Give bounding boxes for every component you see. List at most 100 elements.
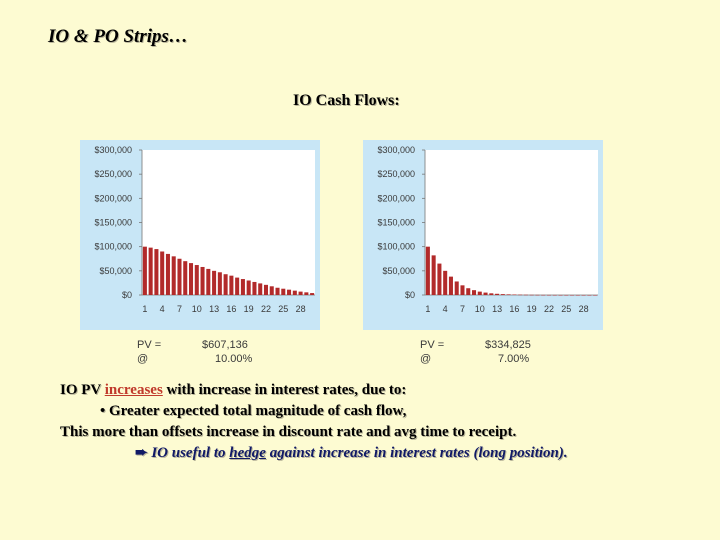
slide-title: IO & PO Strips…: [48, 26, 188, 47]
bar: [240, 279, 245, 295]
bar: [148, 247, 153, 295]
rate-value: 7.00%: [498, 353, 530, 365]
x-tick-label: 10: [192, 304, 202, 314]
plot-area: [142, 150, 315, 295]
bar: [275, 287, 280, 295]
chart-panel-1: $300,000 $250,000 $200,000 $150,000 $100,000…: [80, 140, 320, 330]
bar: [541, 294, 546, 296]
bar: [483, 292, 488, 295]
bar: [443, 270, 448, 295]
x-tick-label: 22: [544, 304, 554, 314]
y-tick-label: $50,000: [382, 266, 415, 276]
chart-heading: IO Cash Flows:: [293, 92, 400, 109]
x-tick-label: 16: [226, 304, 236, 314]
bar: [546, 294, 552, 296]
bar: [448, 276, 453, 295]
bar: [518, 294, 523, 296]
x-tick-label: 4: [160, 304, 165, 314]
pv-block-2: PV = $334,825 @ 7.00%: [420, 338, 560, 366]
x-tick-label: 28: [296, 304, 306, 314]
bar: [142, 246, 147, 295]
bar: [500, 294, 505, 295]
bar: [581, 294, 586, 296]
text-line-4-pre: IO useful to: [147, 445, 230, 461]
bar: [593, 294, 598, 296]
io-cashflow-chart-7pct: $300,000 $250,000 $200,000 $150,000 $100,000…: [377, 145, 598, 314]
pv-block-1: PV = $607,136 @ 10.00%: [137, 338, 277, 366]
bar: [489, 293, 494, 295]
bar: [535, 294, 540, 296]
bar: [171, 256, 176, 295]
x-tick-label: 1: [425, 304, 430, 314]
pv-value: $607,136: [202, 339, 248, 351]
bar: [165, 253, 170, 295]
bar: [575, 294, 580, 296]
bar: [217, 272, 222, 295]
x-tick-label: 13: [492, 304, 502, 314]
bar: [477, 291, 482, 295]
bar: [552, 294, 557, 296]
text-line-4-post: against increase in interest rates (long…: [265, 445, 568, 461]
bar: [310, 293, 315, 295]
y-tick-label: $300,000: [94, 145, 132, 155]
pv-label: PV =: [420, 339, 445, 351]
bar: [558, 294, 563, 296]
hedge-highlight: hedge: [229, 445, 266, 461]
x-tick-label: 4: [443, 304, 448, 314]
bar: [506, 294, 511, 295]
bar: [212, 270, 217, 295]
x-tick-label: 25: [561, 304, 571, 314]
bar: [200, 266, 205, 295]
bar: [431, 255, 436, 295]
bar: [246, 280, 251, 295]
x-tick-label: 22: [261, 304, 271, 314]
bar: [194, 265, 199, 295]
y-tick-label: $150,000: [94, 218, 132, 228]
bar: [263, 284, 269, 295]
increases-highlight: increases: [104, 382, 163, 398]
bar: [437, 263, 442, 295]
bar: [304, 292, 309, 295]
plot-area: [425, 150, 598, 295]
bar: [177, 258, 182, 295]
bar: [570, 294, 575, 296]
bar: [292, 290, 297, 295]
rate-label: @: [137, 353, 149, 365]
pv-label: PV =: [137, 339, 162, 351]
y-tick-label: $0: [405, 290, 415, 300]
x-tick-label: 1: [142, 304, 147, 314]
x-tick-label: 7: [177, 304, 182, 314]
x-tick-label: 10: [475, 304, 485, 314]
x-tick-label: 28: [579, 304, 589, 314]
bar: [252, 281, 257, 295]
y-tick-label: $150,000: [377, 218, 415, 228]
text-line-1: IO PV increases with increase in interes…: [60, 380, 710, 401]
bar: [160, 251, 165, 295]
x-tick-label: 7: [460, 304, 465, 314]
bar: [564, 294, 569, 296]
bar: [425, 246, 430, 295]
bar: [258, 283, 263, 295]
y-tick-label: $0: [122, 290, 132, 300]
text-line-2: • Greater expected total magnitude of ca…: [100, 403, 407, 419]
io-cashflow-chart-10pct: $300,000 $250,000 $200,000 $150,000 $100,000…: [94, 145, 315, 314]
bar: [235, 277, 240, 295]
bar: [281, 288, 286, 295]
bar: [287, 289, 292, 295]
y-tick-label: $50,000: [99, 266, 132, 276]
bar: [206, 268, 211, 295]
bar: [529, 294, 534, 296]
y-tick-label: $250,000: [94, 169, 132, 179]
bar: [460, 285, 465, 295]
bar: [298, 291, 303, 295]
text-line-3: This more than offsets increase in disco…: [60, 424, 517, 440]
y-tick-label: $250,000: [377, 169, 415, 179]
x-tick-label: 16: [509, 304, 519, 314]
bar: [223, 274, 228, 295]
bar: [183, 261, 188, 295]
pv-value: $334,825: [485, 339, 531, 351]
arrow-icon: ➨: [135, 445, 148, 461]
bar: [454, 281, 459, 295]
rate-label: @: [420, 353, 432, 365]
bar: [495, 293, 500, 295]
